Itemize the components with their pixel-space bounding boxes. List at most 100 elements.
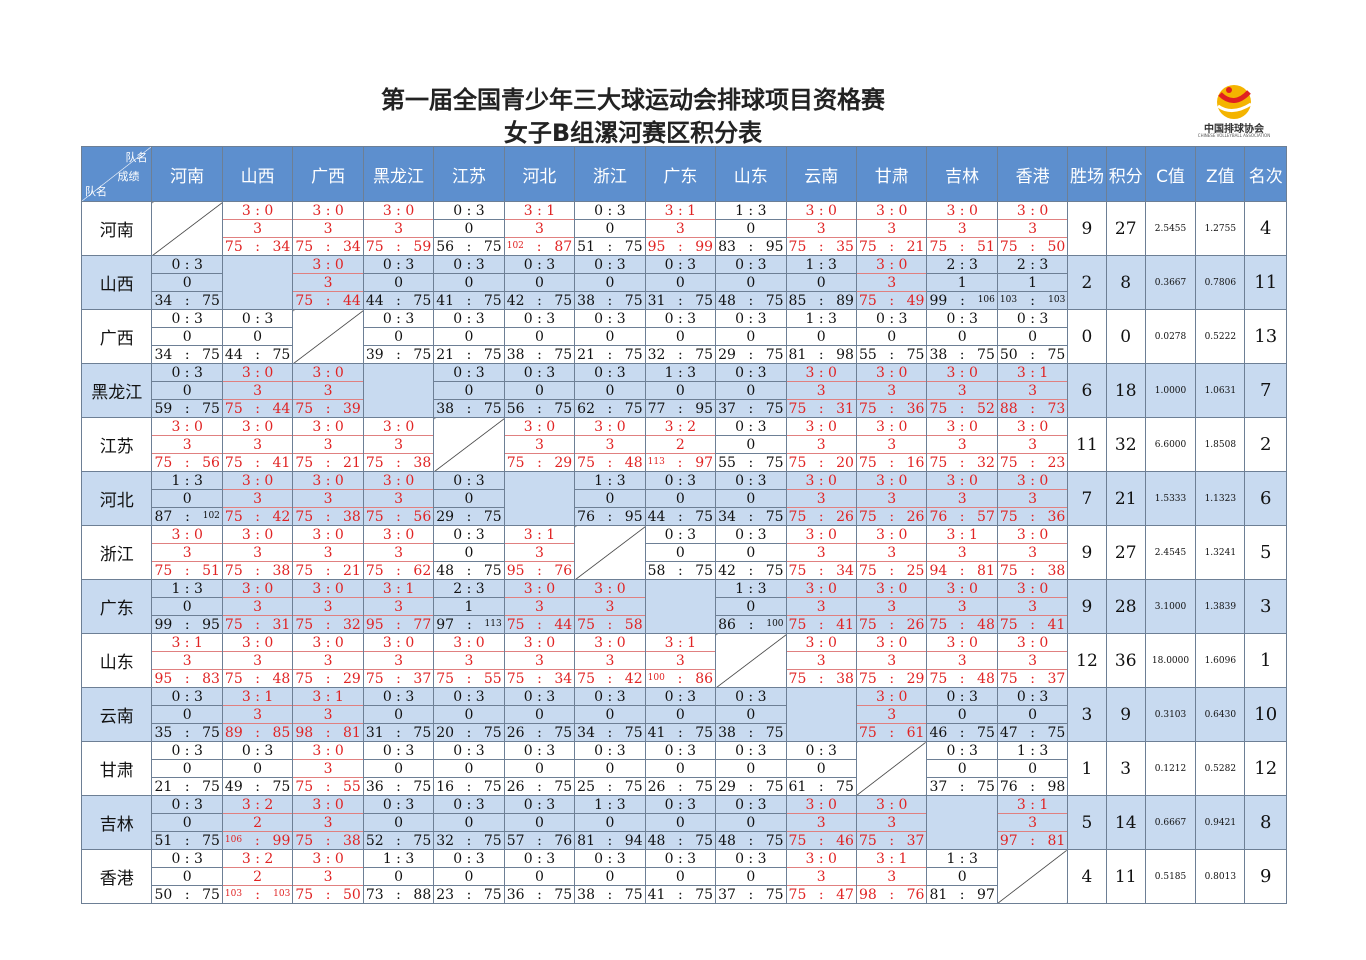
table-row: 浙江 3 : 0 3 75:51 3 : 0 3 75:38 3 : 0 3 75:21 3 : 0… [80,525,1287,580]
rally-points: 76:98 [998,778,1066,795]
table-row: 广东 1 : 3 0 99:95 3 : 0 3 75:31 3 : 0 3 75:32 3 : 1… [80,579,1287,634]
diagonal-cell [292,309,364,364]
set-score: 3 : 0 [382,634,415,651]
rally-points-for: 75 [577,616,595,633]
rally-points: 51:75 [153,832,221,849]
rally-points: 41:75 [435,292,503,309]
match-result-cell: 0 : 3 0 44:75 [362,255,435,310]
rally-points: 75:34 [294,238,362,255]
match-points: 0 [152,759,222,778]
match-points: 3 [857,867,926,886]
page-subtitle: 女子B组漯河赛区积分表 [503,119,763,147]
match-result-cell: 0 : 3 0 42:75 [715,525,787,580]
match-points: 0 [505,327,574,346]
match-points: 0 [434,327,504,346]
rally-points-against: 83 [202,670,220,687]
row-team-name: 黑龙江 [80,363,153,418]
match-result-cell: 3 : 0 3 75:55 [433,633,505,688]
stat-rank: 10 [1244,687,1287,742]
set-score: 3 : 0 [1016,418,1049,435]
rally-points-against: 75 [483,562,502,579]
rally-points: 75:38 [364,454,432,471]
rally-points-against: 51 [977,238,995,255]
rally-points-against: 38 [836,670,854,687]
match-result-cell: 3 : 1 3 95:83 [151,633,223,688]
set-score: 0 : 3 [735,796,767,813]
rally-points-against: 75 [554,346,573,363]
rally-points: 48:75 [717,832,785,849]
rally-points-for: 95 [647,238,666,255]
match-result-cell: 0 : 3 0 38:75 [574,255,646,310]
rally-points-separator: : [537,832,542,849]
rally-points: 75:31 [223,616,291,633]
match-result-cell: 0 : 3 0 16:75 [433,741,505,796]
rally-points-separator: : [677,724,683,741]
rally-points: 36:75 [505,886,573,903]
rally-points: 32:75 [435,832,503,849]
stat-z-value: 0.7806 [1195,255,1246,310]
rally-points-separator: : [677,832,683,849]
set-score: 3 : 2 [664,418,697,435]
match-points: 3 [787,813,856,832]
match-points: 0 [716,327,786,346]
rally-points-for: 75 [295,562,314,579]
set-score: 3 : 0 [805,364,837,381]
rally-points: 76:95 [576,508,644,525]
rally-points-for: 113 [647,457,665,467]
rally-points-separator: : [889,670,895,687]
stat-rank: 11 [1244,255,1287,310]
rally-points-separator: : [1030,346,1035,363]
rally-points: 37:75 [928,778,996,795]
match-points: 3 [927,219,997,238]
match-result-cell: 3 : 0 3 75:31 [785,363,857,418]
rally-points-separator: : [959,346,965,363]
stat-rank: 2 [1244,417,1287,472]
rally-points: 75:52 [928,400,996,417]
rally-points-for: 75 [365,670,384,687]
rally-points-for: 75 [929,400,948,417]
rally-points-against: 94 [624,832,643,849]
set-score: 3 : 1 [1016,796,1049,813]
rally-points: 87: 102 [153,508,221,525]
match-result-cell: 0 : 3 0 47:75 [996,687,1069,742]
rally-points-for: 32 [647,346,666,363]
rally-points-for: 23 [436,886,455,903]
stat-points: 36 [1105,633,1146,688]
match-result-cell: 0 : 3 0 21:75 [433,309,505,364]
match-points: 3 [927,435,997,454]
rally-points-for: 75 [224,400,243,417]
set-score: 0 : 3 [664,688,697,705]
rally-points-separator: : [184,346,190,363]
set-score: 2 : 3 [946,256,978,273]
match-points: 3 [434,651,504,670]
rally-points-for: 77 [647,400,666,417]
rally-points-for: 42 [718,562,736,579]
rally-points: 99: 106 [928,292,996,309]
rally-points-for: 75 [788,616,807,633]
match-result-cell: 2 : 3 1 99: 106 [926,255,998,310]
set-score: 3 : 0 [875,688,908,705]
stat-points: 21 [1105,471,1146,526]
rally-points-for: 48 [436,562,455,579]
rally-points-separator: : [325,238,331,255]
match-points: 3 [293,867,363,886]
match-points: 3 [364,543,433,562]
match-result-cell: 3 : 1 3 102:87 [503,201,576,256]
rally-points-separator: : [184,454,190,471]
match-result-cell: 3 : 0 3 75:29 [855,633,928,688]
rally-points-separator: : [677,670,683,687]
stat-c-value: 2.5455 [1144,201,1197,256]
set-score: 3 : 0 [875,472,908,489]
rally-points: 39:75 [364,346,432,363]
match-points: 3 [998,651,1067,670]
rally-points: 29:75 [435,508,503,525]
rally-points-separator: : [1030,616,1035,633]
column-header-team: 广东 [644,146,717,202]
match-result-cell: 3 : 0 3 75:36 [996,471,1069,526]
rally-points: 25:75 [576,778,644,795]
rally-points: 75:48 [223,670,291,687]
rally-points-against: 99 [272,832,291,849]
match-result-cell: 2 : 3 1 103: 103 [996,255,1069,310]
rally-points-separator: : [677,346,683,363]
set-score: 3 : 2 [241,850,274,867]
